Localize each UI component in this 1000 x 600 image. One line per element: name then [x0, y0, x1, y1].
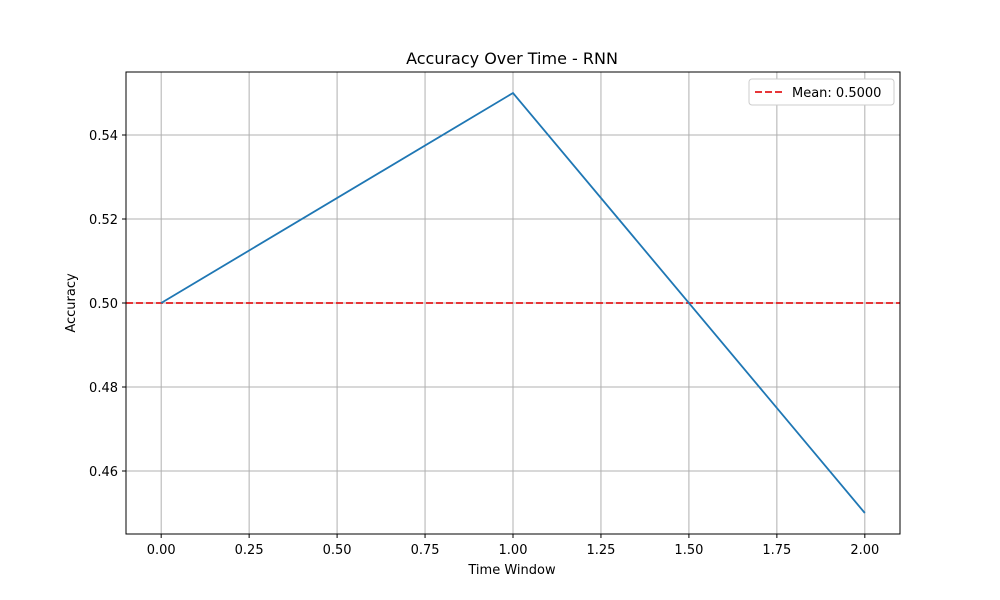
y-axis-label: Accuracy [64, 273, 79, 333]
legend: Mean: 0.5000 [748, 78, 895, 106]
accuracy-series-line [160, 91, 866, 514]
y-tick-label: 0.54 [89, 129, 118, 144]
x-tick-label: 1.00 [499, 543, 528, 558]
x-tick-label: 0.75 [411, 543, 440, 558]
y-tick-label: 0.52 [89, 213, 118, 228]
x-tick-label: 1.50 [674, 543, 703, 558]
x-tick-label: 1.25 [586, 543, 615, 558]
data-layer [126, 91, 900, 514]
y-tick-label: 0.46 [89, 465, 118, 480]
legend-label-mean: Mean: 0.5000 [792, 86, 881, 101]
x-tick-label: 0.50 [323, 543, 352, 558]
x-axis-label: Time Window [467, 563, 556, 578]
x-tick-label: 2.00 [850, 543, 879, 558]
x-tick-label: 1.75 [762, 543, 791, 558]
tick-layer: 0.00 0.25 0.50 0.75 1.00 1.25 1.50 1.75 2.00 0.46… [89, 129, 879, 558]
chart-title: Accuracy Over Time - RNN [406, 49, 618, 68]
legend-box [748, 78, 895, 106]
x-tick-label: 0.25 [235, 543, 264, 558]
y-tick-label: 0.50 [89, 297, 118, 312]
y-tick-label: 0.48 [89, 381, 118, 396]
x-tick-label: 0.00 [147, 543, 176, 558]
